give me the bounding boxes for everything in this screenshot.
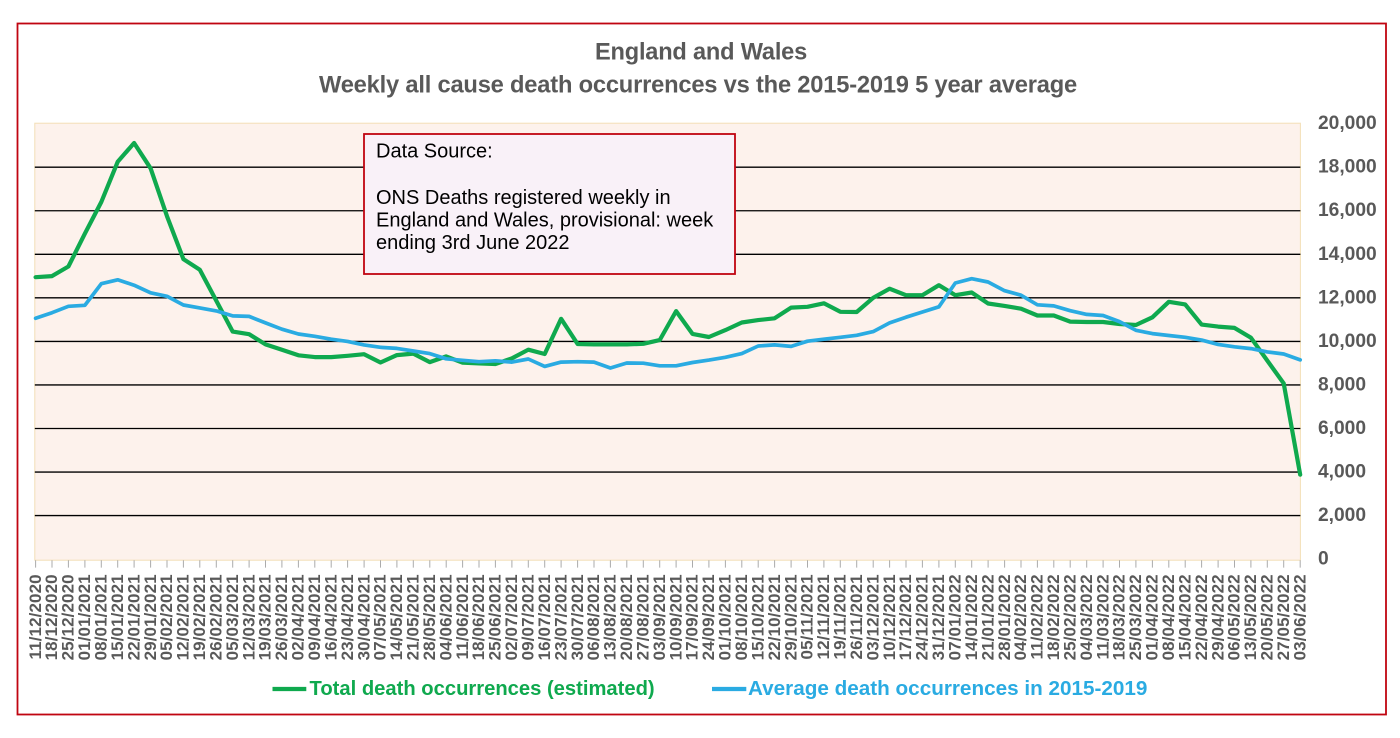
- svg-text:22/10/2021: 22/10/2021: [765, 574, 784, 660]
- svg-text:28/05/2021: 28/05/2021: [420, 574, 439, 660]
- svg-text:England and Wales, provisional: England and Wales, provisional: week: [376, 210, 714, 232]
- svg-text:Total death occurrences (estim: Total death occurrences (estimated): [310, 678, 655, 700]
- svg-text:11/02/2022: 11/02/2022: [1028, 574, 1047, 659]
- svg-text:25/03/2022: 25/03/2022: [1126, 574, 1145, 660]
- svg-text:2,000: 2,000: [1318, 505, 1366, 526]
- svg-text:ONS Deaths registered weekly i: ONS Deaths registered weekly in: [376, 187, 671, 209]
- svg-text:15/04/2022: 15/04/2022: [1175, 574, 1194, 660]
- svg-text:20,000: 20,000: [1318, 113, 1377, 134]
- svg-text:25/06/2021: 25/06/2021: [486, 574, 505, 660]
- svg-text:05/02/2021: 05/02/2021: [157, 574, 176, 660]
- svg-text:ending 3rd June 2022: ending 3rd June 2022: [376, 232, 570, 254]
- svg-text:26/03/2021: 26/03/2021: [272, 574, 291, 660]
- svg-text:12/02/2021: 12/02/2021: [174, 574, 193, 660]
- svg-text:06/05/2022: 06/05/2022: [1225, 574, 1244, 660]
- svg-text:12/03/2021: 12/03/2021: [239, 574, 258, 660]
- svg-text:08/04/2022: 08/04/2022: [1159, 574, 1178, 660]
- svg-text:16,000: 16,000: [1318, 200, 1377, 221]
- svg-text:24/12/2021: 24/12/2021: [913, 574, 932, 660]
- svg-text:10/09/2021: 10/09/2021: [666, 574, 685, 660]
- svg-text:30/04/2021: 30/04/2021: [354, 574, 373, 660]
- svg-text:02/07/2021: 02/07/2021: [502, 574, 521, 660]
- svg-text:06/08/2021: 06/08/2021: [584, 574, 603, 660]
- svg-text:14/01/2022: 14/01/2022: [962, 574, 981, 660]
- svg-text:01/04/2022: 01/04/2022: [1143, 574, 1162, 660]
- svg-text:03/12/2021: 03/12/2021: [863, 574, 882, 660]
- svg-text:01/01/2021: 01/01/2021: [75, 574, 94, 660]
- svg-text:28/01/2022: 28/01/2022: [995, 574, 1014, 660]
- svg-text:15/01/2021: 15/01/2021: [108, 574, 127, 660]
- svg-text:21/05/2021: 21/05/2021: [404, 574, 423, 660]
- svg-text:03/09/2021: 03/09/2021: [650, 574, 669, 660]
- svg-text:27/05/2022: 27/05/2022: [1274, 574, 1293, 660]
- svg-text:6,000: 6,000: [1318, 418, 1366, 439]
- svg-text:08/10/2021: 08/10/2021: [732, 574, 751, 660]
- svg-text:25/12/2020: 25/12/2020: [59, 574, 78, 660]
- svg-text:18/06/2021: 18/06/2021: [469, 574, 488, 660]
- svg-text:24/09/2021: 24/09/2021: [699, 574, 718, 660]
- svg-text:England and Wales: England and Wales: [595, 40, 807, 66]
- svg-text:Data Source:: Data Source:: [376, 141, 493, 163]
- svg-text:Average death occurrences in 2: Average death occurrences in 2015-2019: [748, 677, 1147, 700]
- svg-text:11/03/2022: 11/03/2022: [1093, 574, 1112, 659]
- svg-text:04/02/2022: 04/02/2022: [1011, 574, 1030, 660]
- svg-text:13/08/2021: 13/08/2021: [601, 574, 620, 660]
- svg-text:19/02/2021: 19/02/2021: [190, 574, 209, 660]
- svg-text:14/05/2021: 14/05/2021: [387, 574, 406, 660]
- svg-text:18/03/2022: 18/03/2022: [1110, 574, 1129, 660]
- svg-text:13/05/2022: 13/05/2022: [1241, 574, 1260, 660]
- svg-text:0: 0: [1318, 549, 1329, 570]
- svg-text:22/04/2022: 22/04/2022: [1192, 574, 1211, 660]
- svg-text:18/12/2020: 18/12/2020: [42, 574, 61, 660]
- svg-text:10/12/2021: 10/12/2021: [880, 574, 899, 660]
- svg-text:14,000: 14,000: [1318, 244, 1377, 265]
- svg-text:19/11/2021: 19/11/2021: [831, 574, 850, 659]
- svg-text:29/10/2021: 29/10/2021: [781, 574, 800, 660]
- svg-text:20/08/2021: 20/08/2021: [617, 574, 636, 660]
- svg-text:03/06/2022: 03/06/2022: [1290, 574, 1309, 660]
- svg-text:18,000: 18,000: [1318, 157, 1377, 178]
- svg-text:30/07/2021: 30/07/2021: [568, 574, 587, 660]
- svg-text:31/12/2021: 31/12/2021: [929, 574, 948, 660]
- svg-text:20/05/2022: 20/05/2022: [1258, 574, 1277, 660]
- svg-text:21/01/2022: 21/01/2022: [978, 574, 997, 660]
- svg-text:12/11/2021: 12/11/2021: [814, 574, 833, 659]
- svg-text:12,000: 12,000: [1318, 287, 1377, 308]
- svg-text:09/04/2021: 09/04/2021: [305, 574, 324, 660]
- svg-text:22/01/2021: 22/01/2021: [124, 574, 143, 660]
- svg-text:Weekly all cause death occurre: Weekly all cause death occurrences vs th…: [319, 73, 1077, 99]
- svg-text:01/10/2021: 01/10/2021: [716, 574, 735, 660]
- svg-text:05/03/2021: 05/03/2021: [223, 574, 242, 660]
- svg-text:05/11/2021: 05/11/2021: [798, 574, 817, 659]
- svg-text:26/02/2021: 26/02/2021: [207, 574, 226, 660]
- svg-text:8,000: 8,000: [1318, 374, 1366, 395]
- svg-text:25/02/2022: 25/02/2022: [1060, 574, 1079, 660]
- svg-text:07/01/2022: 07/01/2022: [946, 574, 965, 660]
- svg-text:09/07/2021: 09/07/2021: [519, 574, 538, 660]
- svg-text:17/09/2021: 17/09/2021: [683, 574, 702, 660]
- svg-text:19/03/2021: 19/03/2021: [256, 574, 275, 660]
- svg-text:04/03/2022: 04/03/2022: [1077, 574, 1096, 660]
- svg-text:29/04/2022: 29/04/2022: [1208, 574, 1227, 660]
- svg-text:17/12/2021: 17/12/2021: [896, 574, 915, 660]
- svg-text:04/06/2021: 04/06/2021: [436, 574, 455, 660]
- svg-text:27/08/2021: 27/08/2021: [634, 574, 653, 660]
- svg-text:15/10/2021: 15/10/2021: [748, 574, 767, 660]
- svg-text:07/05/2021: 07/05/2021: [371, 574, 390, 660]
- svg-text:16/07/2021: 16/07/2021: [535, 574, 554, 660]
- svg-text:18/02/2022: 18/02/2022: [1044, 574, 1063, 660]
- svg-text:10,000: 10,000: [1318, 331, 1377, 352]
- svg-text:23/04/2021: 23/04/2021: [338, 574, 357, 660]
- svg-text:4,000: 4,000: [1318, 462, 1366, 483]
- svg-text:08/01/2021: 08/01/2021: [92, 574, 111, 660]
- svg-text:26/11/2021: 26/11/2021: [847, 574, 866, 659]
- svg-text:02/04/2021: 02/04/2021: [289, 574, 308, 660]
- svg-text:11/06/2021: 11/06/2021: [453, 574, 472, 659]
- svg-text:29/01/2021: 29/01/2021: [141, 574, 160, 660]
- svg-text:16/04/2021: 16/04/2021: [321, 574, 340, 660]
- svg-text:23/07/2021: 23/07/2021: [551, 574, 570, 660]
- svg-text:11/12/2020: 11/12/2020: [26, 574, 45, 659]
